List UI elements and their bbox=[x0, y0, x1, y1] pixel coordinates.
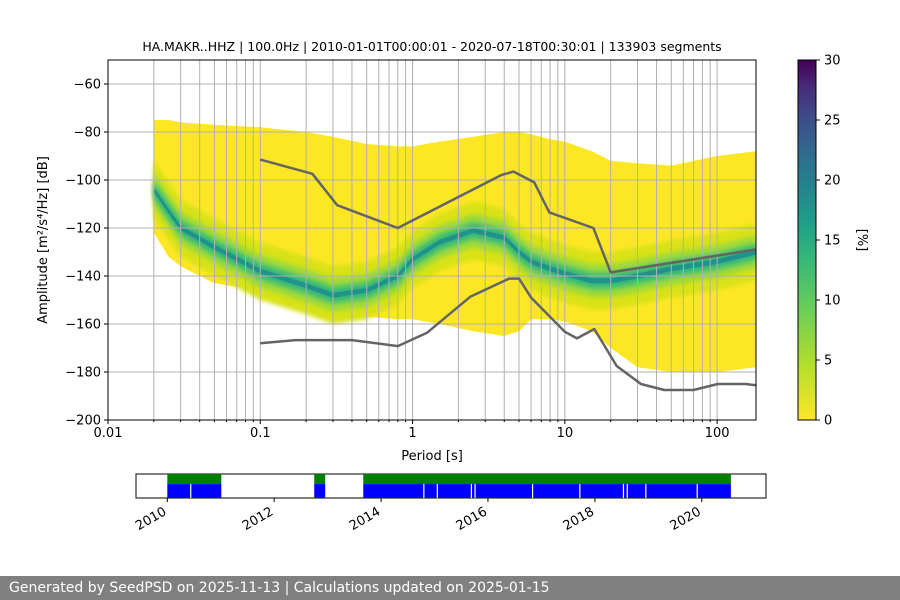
processed-segment bbox=[167, 474, 222, 485]
x-axis: 0.01 0.1 1 10 100 bbox=[94, 420, 730, 441]
processed-segment bbox=[314, 474, 326, 485]
colorbar-tick-label: 0 bbox=[824, 414, 832, 429]
x-tick-label: 100 bbox=[705, 426, 730, 441]
availability-segment bbox=[167, 484, 222, 498]
x-tick-label: 0.1 bbox=[250, 426, 271, 441]
y-tick-label: −80 bbox=[74, 126, 101, 141]
x-axis-label: Period [s] bbox=[401, 449, 463, 464]
data-gap bbox=[190, 484, 192, 498]
colorbar-tick-label: 20 bbox=[824, 174, 841, 189]
psd-figure: HA.MAKR..HHZ | 100.0Hz | 2010-01-01T00:0… bbox=[36, 39, 869, 534]
colorbar-gradient bbox=[797, 59, 817, 421]
availability-timeline: 2010 2012 2014 2016 2018 2020 bbox=[133, 473, 767, 534]
y-axis-label: Amplitude [m²/s⁴/Hz] [dB] bbox=[36, 156, 51, 324]
processed-segment bbox=[363, 474, 731, 485]
data-gap bbox=[626, 484, 628, 498]
low-noise-model-line bbox=[260, 277, 756, 392]
availability-segment bbox=[314, 484, 326, 498]
data-gap bbox=[622, 484, 625, 498]
timeline-year-label: 2018 bbox=[561, 504, 597, 534]
timeline-year-label: 2016 bbox=[454, 504, 490, 534]
psd-plot-area bbox=[108, 60, 756, 420]
density-band-3 bbox=[153, 180, 756, 305]
chart-title: HA.MAKR..HHZ | 100.0Hz | 2010-01-01T00:0… bbox=[142, 39, 721, 54]
noise-models bbox=[259, 158, 756, 392]
timeline-year-label: 2010 bbox=[133, 504, 169, 534]
data-gap bbox=[531, 484, 534, 498]
psd-density bbox=[153, 120, 756, 372]
y-tick-label: −160 bbox=[65, 318, 101, 333]
colorbar-tick-label: 30 bbox=[824, 54, 841, 69]
colorbar: 0 5 10 15 20 25 30 [%] bbox=[797, 54, 869, 429]
colorbar-label: [%] bbox=[854, 229, 869, 252]
y-tick-label: −60 bbox=[74, 78, 101, 93]
colorbar-tick-label: 5 bbox=[824, 354, 832, 369]
data-gap bbox=[696, 484, 698, 498]
x-tick-label: 10 bbox=[557, 426, 574, 441]
timeline-year-label: 2020 bbox=[668, 504, 704, 534]
data-gap bbox=[474, 484, 476, 498]
availability-segment bbox=[363, 484, 731, 498]
data-gap bbox=[579, 484, 581, 498]
timeline-year-label: 2014 bbox=[347, 504, 383, 534]
x-tick-label: 0.01 bbox=[94, 426, 123, 441]
y-tick-label: −200 bbox=[65, 414, 101, 429]
data-gap bbox=[470, 484, 473, 498]
colorbar-tick-label: 25 bbox=[824, 114, 841, 129]
x-tick-label: 1 bbox=[408, 426, 416, 441]
y-tick-label: −120 bbox=[65, 222, 101, 237]
footer-text: Generated by SeedPSD on 2025-11-13 | Cal… bbox=[9, 580, 550, 596]
y-tick-label: −140 bbox=[65, 270, 101, 285]
colorbar-tick-label: 10 bbox=[824, 294, 841, 309]
grid bbox=[108, 60, 756, 420]
high-noise-model-line bbox=[259, 158, 756, 274]
footer-bar: Generated by SeedPSD on 2025-11-13 | Cal… bbox=[0, 576, 900, 600]
y-axis: −200 −180 −160 −140 −120 −100 −80 −60 bbox=[65, 78, 108, 429]
colorbar-ticks: 0 5 10 15 20 25 30 bbox=[816, 54, 841, 429]
data-gap bbox=[423, 484, 425, 498]
colorbar-tick-label: 15 bbox=[824, 234, 841, 249]
data-gap bbox=[645, 484, 647, 498]
y-tick-label: −180 bbox=[65, 366, 101, 381]
y-tick-label: −100 bbox=[65, 174, 101, 189]
data-gap bbox=[436, 484, 438, 498]
plot-frame bbox=[107, 59, 757, 421]
timeline-year-label: 2012 bbox=[240, 504, 276, 534]
